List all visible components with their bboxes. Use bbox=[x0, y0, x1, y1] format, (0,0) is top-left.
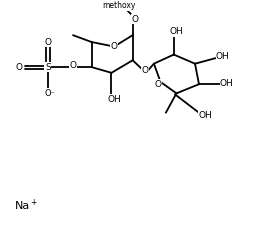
Text: Na: Na bbox=[15, 201, 30, 211]
Text: O: O bbox=[111, 42, 118, 51]
Text: O: O bbox=[141, 66, 148, 75]
Text: OH: OH bbox=[216, 52, 230, 61]
Text: O: O bbox=[16, 63, 23, 72]
Text: O: O bbox=[132, 15, 139, 24]
Text: O: O bbox=[44, 38, 51, 47]
Text: O⁻: O⁻ bbox=[45, 89, 56, 98]
Text: OH: OH bbox=[220, 78, 234, 88]
Text: O: O bbox=[69, 62, 76, 70]
Text: O: O bbox=[155, 80, 162, 89]
Text: OH: OH bbox=[199, 110, 213, 120]
Text: S: S bbox=[45, 63, 51, 72]
Text: OH: OH bbox=[107, 94, 121, 104]
Text: methoxy: methoxy bbox=[103, 1, 136, 11]
Text: +: + bbox=[30, 198, 36, 207]
Text: OH: OH bbox=[169, 27, 183, 36]
